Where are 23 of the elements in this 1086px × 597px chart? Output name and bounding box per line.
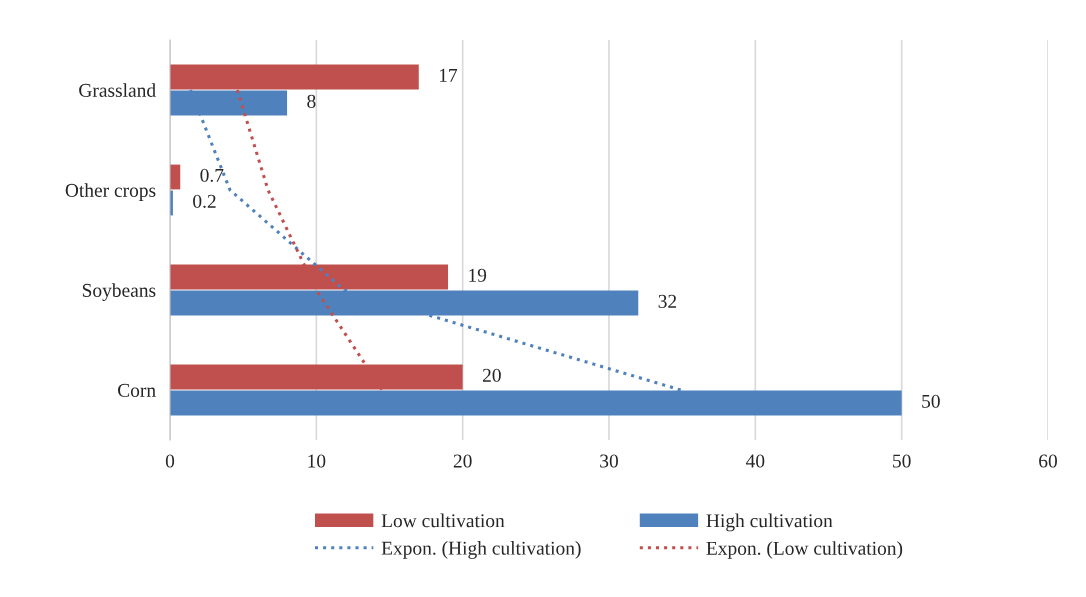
y-tick-label: Grassland [79,83,156,97]
x-tick-label: 50 [893,454,911,468]
y-tick-label: Corn [118,383,156,397]
x-tick-label: 40 [745,454,765,468]
legend-label: Expon. (High cultivation) [381,541,581,559]
data-label: 19 [469,268,487,282]
x-tick-label: 10 [308,454,326,468]
legend-label: High cultivation [706,513,833,532]
legend-label: Expon. (Low cultivation) [706,541,903,559]
data-label: 50 [922,394,940,408]
y-tick-label: Soybeans [82,283,156,301]
x-tick-label: 0 [165,454,175,468]
data-label: 0.2 [193,194,216,208]
data-label: 0.7 [200,168,224,182]
data-label: 8 [307,94,316,108]
x-tick-label: 20 [453,454,472,468]
y-tick-label: Other crops [65,183,156,201]
x-tick-label: 60 [1039,454,1057,468]
legend-label: Low cultivation [381,513,505,528]
data-label: 20 [482,368,501,382]
x-tick-label: 30 [600,454,618,468]
data-label: 32 [658,294,677,308]
data-label: 17 [439,68,458,82]
